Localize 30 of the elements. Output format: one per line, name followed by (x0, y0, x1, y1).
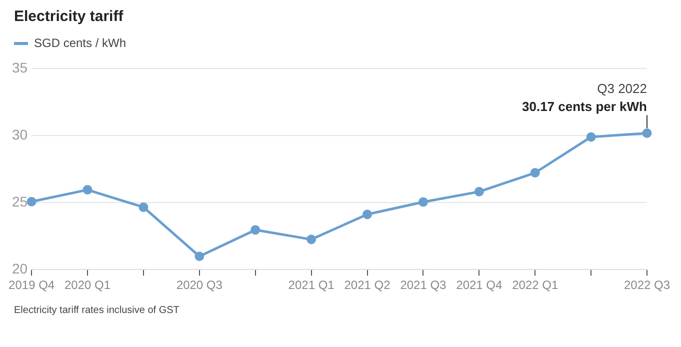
point (418, 197, 428, 207)
text: Electricity tariff rates inclusive of GST (14, 305, 180, 316)
y-tick-label: 30 (12, 126, 28, 142)
x-tick-label: 2021 Q3 (400, 278, 447, 292)
y-tick-label: 35 (12, 59, 28, 76)
x-tick-label: 2020 Q1 (64, 278, 111, 292)
point (138, 202, 148, 212)
point (82, 185, 92, 195)
x-tick-label: 2021 Q4 (456, 278, 502, 292)
x-tick-label: 2020 Q3 (176, 278, 223, 292)
point (250, 225, 260, 235)
legend-label: SGD cents / kWh (34, 36, 126, 50)
x-tick-label: 2019 Q4 (8, 278, 55, 292)
y-tick-label: 20 (12, 260, 28, 276)
point (474, 186, 484, 196)
x-tick-label: 2021 Q1 (288, 278, 335, 292)
x-tick-label: 2021 Q2 (344, 278, 391, 292)
annotation: 30.17 cents per kWh (522, 99, 648, 114)
point (362, 210, 372, 220)
point (26, 196, 36, 206)
point (586, 132, 596, 142)
x-tick-label: 2022 Q1 (512, 278, 558, 292)
chart-title: Electricity tariff (14, 8, 124, 25)
point (642, 128, 652, 138)
x-tick-label: 2022 Q3 (624, 278, 670, 292)
point (194, 252, 204, 262)
point (530, 168, 540, 178)
point (306, 234, 316, 244)
annotation: Q3 2022 (597, 81, 647, 96)
y-tick-label: 25 (12, 193, 28, 210)
